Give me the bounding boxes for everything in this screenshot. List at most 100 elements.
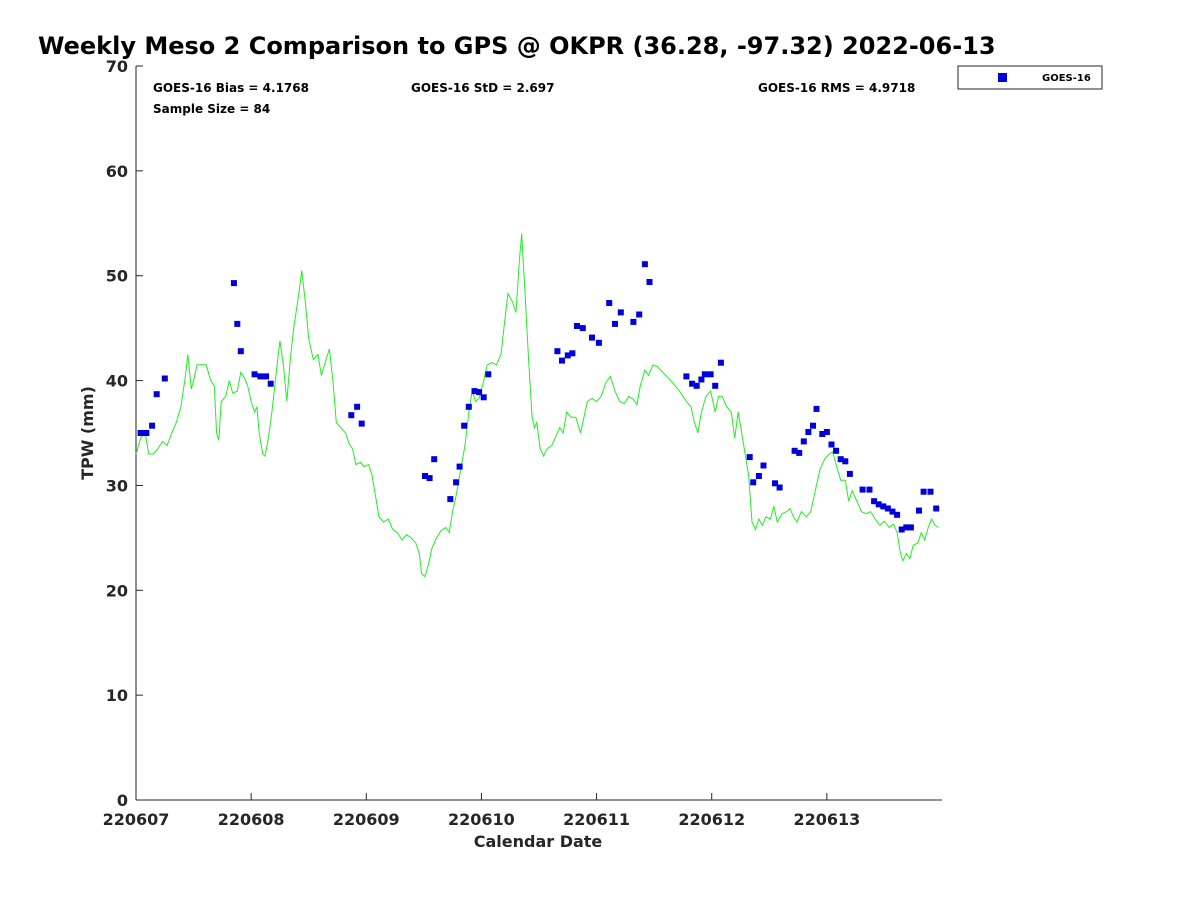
x-ticks: 220607 220608 220609 220610 220611 220612 2206… bbox=[103, 793, 860, 829]
goes-point bbox=[707, 371, 714, 378]
goes-point bbox=[251, 371, 258, 378]
goes-point bbox=[683, 373, 690, 380]
goes-point bbox=[898, 526, 905, 533]
y-tick-label: 60 bbox=[106, 162, 128, 181]
goes-point bbox=[559, 357, 565, 364]
goes-point bbox=[837, 456, 844, 463]
goes-point bbox=[866, 486, 873, 493]
goes-point bbox=[903, 524, 910, 531]
std-stat: GOES-16 StD = 2.697 bbox=[411, 81, 554, 95]
goes-point bbox=[805, 429, 812, 435]
goes-point bbox=[884, 505, 891, 512]
goes-point bbox=[606, 300, 613, 306]
legend-marker-goes bbox=[998, 73, 1007, 82]
goes-point bbox=[574, 323, 580, 329]
goes-point bbox=[880, 503, 887, 510]
goes-point bbox=[267, 380, 274, 387]
x-tick-label: 220612 bbox=[678, 810, 745, 829]
goes-point bbox=[569, 350, 576, 357]
goes-point bbox=[358, 420, 365, 427]
goes-point bbox=[796, 449, 803, 456]
goes-point bbox=[161, 375, 168, 382]
goes-point bbox=[776, 484, 783, 491]
goes-point bbox=[750, 479, 757, 486]
goes-point bbox=[916, 507, 922, 514]
y-tick-label: 70 bbox=[106, 57, 128, 76]
goes-point bbox=[465, 403, 472, 410]
goes-point bbox=[698, 376, 705, 383]
goes-point bbox=[641, 261, 648, 268]
x-tick-label: 220609 bbox=[333, 810, 400, 829]
x-axis-label: Calendar Date bbox=[474, 832, 603, 851]
goes-point bbox=[461, 422, 468, 429]
goes-point bbox=[646, 279, 653, 285]
goes-point bbox=[431, 456, 438, 463]
goes-point bbox=[859, 486, 866, 493]
goes-point bbox=[889, 508, 896, 515]
goes-point bbox=[453, 479, 460, 486]
y-axis-label: TPW (mm) bbox=[78, 386, 97, 480]
goes-point bbox=[689, 380, 696, 387]
goes-point bbox=[447, 496, 454, 503]
goes-point bbox=[480, 394, 487, 401]
goes-point bbox=[630, 318, 637, 325]
goes-point bbox=[348, 412, 355, 419]
goes-point bbox=[746, 454, 753, 461]
goes-point bbox=[485, 371, 492, 378]
goes-point bbox=[595, 339, 602, 346]
goes-point bbox=[612, 320, 618, 327]
x-tick-label: 220608 bbox=[218, 810, 285, 829]
goes-point bbox=[579, 325, 586, 332]
rms-stat: GOES-16 RMS = 4.9718 bbox=[758, 81, 915, 95]
goes-point bbox=[772, 480, 778, 487]
goes-point bbox=[846, 470, 853, 477]
goes-point bbox=[234, 320, 241, 327]
y-ticks: 0 10 20 30 40 50 60 70 bbox=[106, 57, 143, 810]
goes-point bbox=[263, 373, 270, 380]
goes-point bbox=[230, 280, 237, 287]
legend: GOES-16 bbox=[957, 65, 1103, 90]
goes-point bbox=[617, 309, 624, 316]
goes-point bbox=[237, 348, 244, 355]
goes-point bbox=[823, 429, 830, 435]
goes-point bbox=[426, 475, 433, 482]
gps-line bbox=[135, 233, 939, 578]
goes-point bbox=[693, 382, 700, 389]
goes-point bbox=[712, 382, 719, 389]
goes-point bbox=[137, 430, 144, 436]
plot-area bbox=[135, 66, 942, 801]
legend-label-goes: GOES-16 bbox=[1042, 73, 1091, 84]
y-tick-label: 30 bbox=[106, 476, 128, 495]
goes-point bbox=[819, 431, 826, 437]
sample-size-stat: Sample Size = 84 bbox=[153, 102, 270, 116]
goes-point bbox=[800, 438, 807, 445]
goes-point bbox=[933, 505, 940, 512]
goes-point bbox=[760, 462, 767, 469]
goes-point bbox=[755, 473, 762, 479]
y-tick-label: 20 bbox=[106, 581, 128, 600]
goes-point bbox=[828, 441, 835, 448]
goes-point bbox=[456, 463, 463, 470]
goes-point bbox=[354, 403, 361, 410]
goes-point bbox=[813, 405, 820, 412]
x-tick-label: 220607 bbox=[103, 810, 170, 829]
goes-point bbox=[636, 311, 643, 318]
goes-series bbox=[137, 261, 940, 533]
x-tick-label: 220610 bbox=[448, 810, 515, 829]
bias-stat: GOES-16 Bias = 4.1768 bbox=[153, 81, 309, 95]
chart-title: Weekly Meso 2 Comparison to GPS @ OKPR (… bbox=[38, 32, 996, 60]
x-tick-label: 220613 bbox=[793, 810, 860, 829]
goes-point bbox=[564, 352, 571, 359]
goes-point bbox=[476, 389, 483, 396]
goes-point bbox=[257, 373, 264, 380]
goes-point bbox=[153, 391, 160, 398]
goes-point bbox=[920, 488, 927, 495]
y-tick-label: 0 bbox=[117, 791, 128, 810]
goes-point bbox=[554, 348, 561, 355]
legend-box bbox=[957, 65, 1103, 90]
goes-point bbox=[907, 524, 914, 531]
goes-point bbox=[589, 334, 595, 341]
goes-point bbox=[471, 388, 478, 395]
gps-series bbox=[135, 233, 939, 578]
